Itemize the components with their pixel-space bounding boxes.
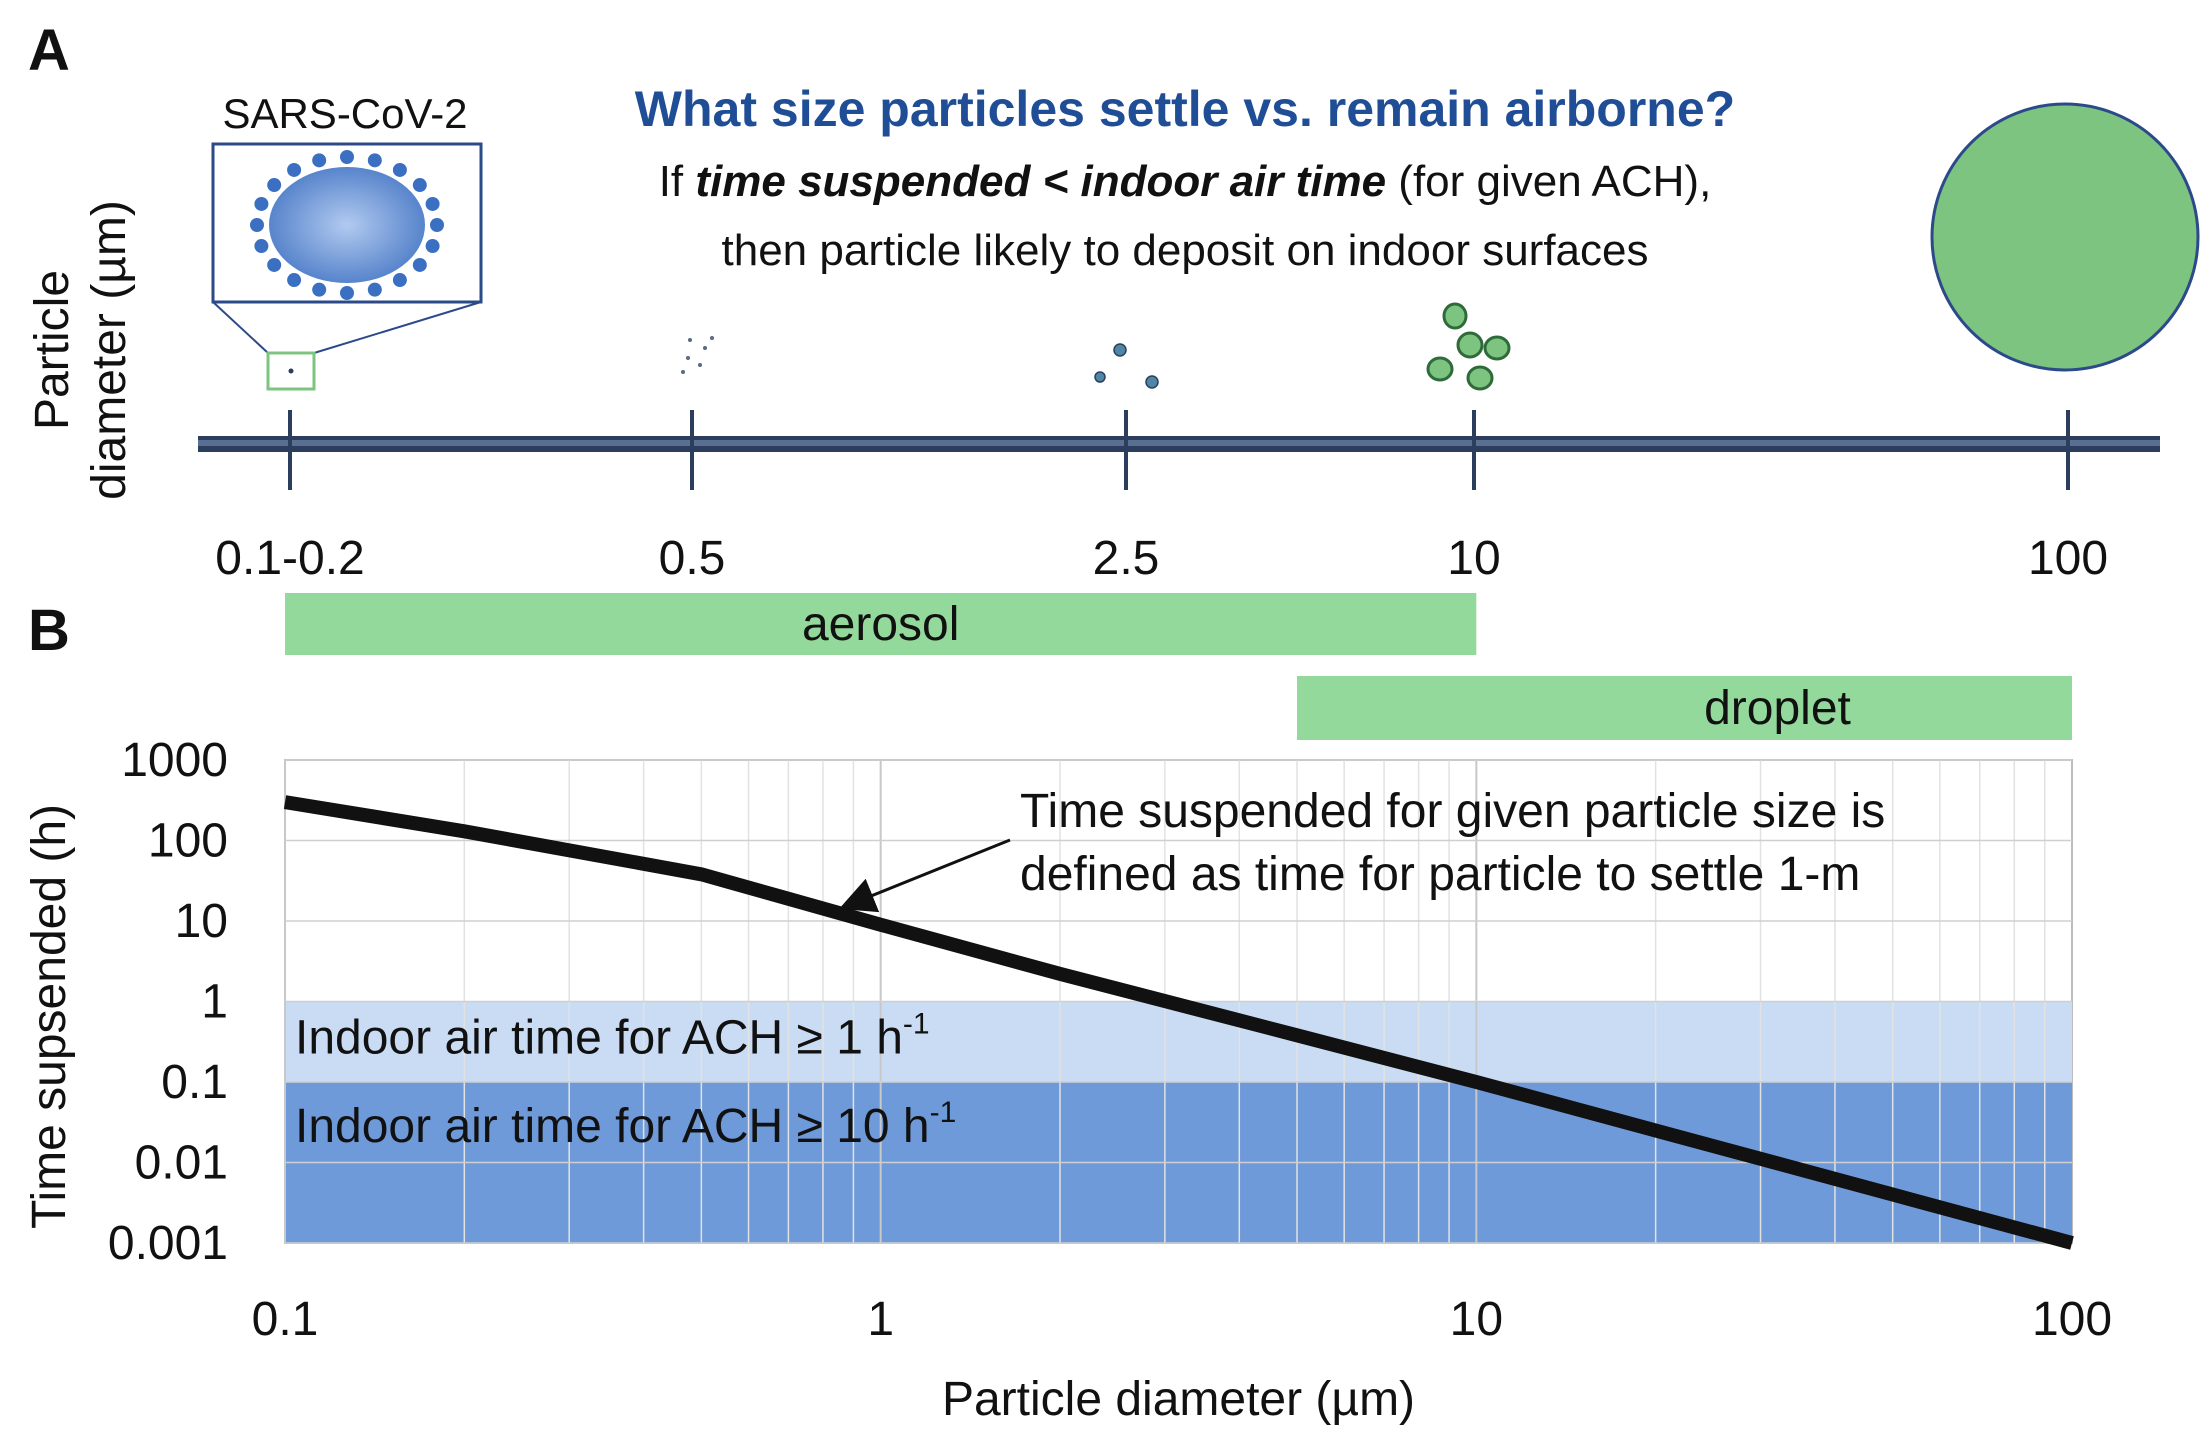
virus-spike xyxy=(312,282,327,297)
virus-spike xyxy=(254,196,269,211)
y-tick-label: 0.001 xyxy=(108,1217,228,1270)
virus-body xyxy=(269,167,425,283)
size-tick-label: 0.5 xyxy=(659,532,726,585)
particle-100-um-icon xyxy=(1930,102,2200,372)
panel-a-letter: A xyxy=(28,18,70,83)
x-tick-label: 0.1 xyxy=(252,1293,319,1346)
size-tick-label: 10 xyxy=(1447,532,1500,585)
annotation-arrow xyxy=(839,838,1011,913)
virus-spike xyxy=(250,218,264,232)
ach-band-0 xyxy=(285,1001,2072,1082)
annotation-line2: defined as time for particle to settle 1… xyxy=(1020,848,1860,901)
virus-spike xyxy=(340,150,354,164)
virus-zoom-box xyxy=(266,351,316,391)
virus-spike xyxy=(430,218,444,232)
virus-spike xyxy=(412,178,427,193)
particle-10-um-icon xyxy=(1426,302,1511,391)
virus-spike xyxy=(267,257,282,272)
y-tick-label: 0.01 xyxy=(135,1137,228,1190)
ach-band-label-0: Indoor air time for ACH ≥ 1 h-1 xyxy=(295,1008,930,1065)
category-bar-droplet xyxy=(1297,676,2072,740)
x-axis-title: Particle diameter (µm) xyxy=(942,1373,1415,1426)
panel-a-subtitle-line1: If time suspended < indoor air time (for… xyxy=(659,157,1712,206)
virus-spike xyxy=(287,273,302,288)
x-tick-label: 1 xyxy=(867,1293,894,1346)
inset-connector-left xyxy=(212,301,269,354)
virus-dot xyxy=(288,368,294,374)
virus-spike xyxy=(267,178,282,193)
virus-spike xyxy=(340,286,354,300)
panel-a-subtitle-line2: then particle likely to deposit on indoo… xyxy=(722,226,1649,275)
virus-spike xyxy=(287,162,302,177)
virus-spike xyxy=(425,196,440,211)
size-tick-label: 100 xyxy=(2028,532,2108,585)
particle-category-bars: aerosol droplet xyxy=(285,593,2072,740)
panel-a-title: What size particles settle vs. remain ai… xyxy=(635,81,1735,137)
ach-band-label-1: Indoor air time for ACH ≥ 10 h-1 xyxy=(295,1096,956,1153)
virus-spike xyxy=(367,282,382,297)
particle-2-5-um-icon xyxy=(1094,343,1159,389)
time-suspended-line xyxy=(283,795,2074,1250)
y-tick-label: 100 xyxy=(148,815,228,868)
size-scale-ticks: 0.1-0.2 0.5 2.5 10 100 xyxy=(215,410,2108,585)
y-axis-title: Time supsended (h) xyxy=(23,804,76,1229)
category-label-aerosol: aerosol xyxy=(802,598,959,651)
virus-spike xyxy=(425,239,440,254)
virus-spike xyxy=(367,153,382,168)
chart-area: Indoor air time for ACH ≥ 1 h-1 Indoor ai… xyxy=(23,734,2112,1426)
panel-b-letter: B xyxy=(28,598,70,663)
y-tick-label: 10 xyxy=(175,895,228,948)
panel-a-axis-label-line1: Particle xyxy=(26,270,79,430)
inset-connector-right xyxy=(313,301,482,354)
category-label-droplet: droplet xyxy=(1704,682,1851,735)
virus-spike xyxy=(254,239,269,254)
virus-inset-label: SARS-CoV-2 xyxy=(222,90,467,137)
size-tick-label: 0.1-0.2 xyxy=(215,532,364,585)
virus-spike xyxy=(392,273,407,288)
annotation-line1: Time suspended for given particle size i… xyxy=(1020,785,1885,838)
x-tick-label: 10 xyxy=(1450,1293,1503,1346)
size-tick-label: 2.5 xyxy=(1093,532,1160,585)
x-tick-label: 100 xyxy=(2032,1293,2112,1346)
category-bar-aerosol xyxy=(285,593,1477,655)
virus-spike xyxy=(392,162,407,177)
virus-spike xyxy=(312,153,327,168)
y-tick-label: 1000 xyxy=(121,734,228,787)
particle-0-5-um-icon xyxy=(681,336,714,374)
y-tick-label: 1 xyxy=(201,976,228,1029)
y-tick-label: 0.1 xyxy=(161,1056,228,1109)
panel-a-axis-label-line2: diameter (µm) xyxy=(83,200,136,500)
virus-icon xyxy=(250,150,444,300)
virus-spike xyxy=(412,257,427,272)
